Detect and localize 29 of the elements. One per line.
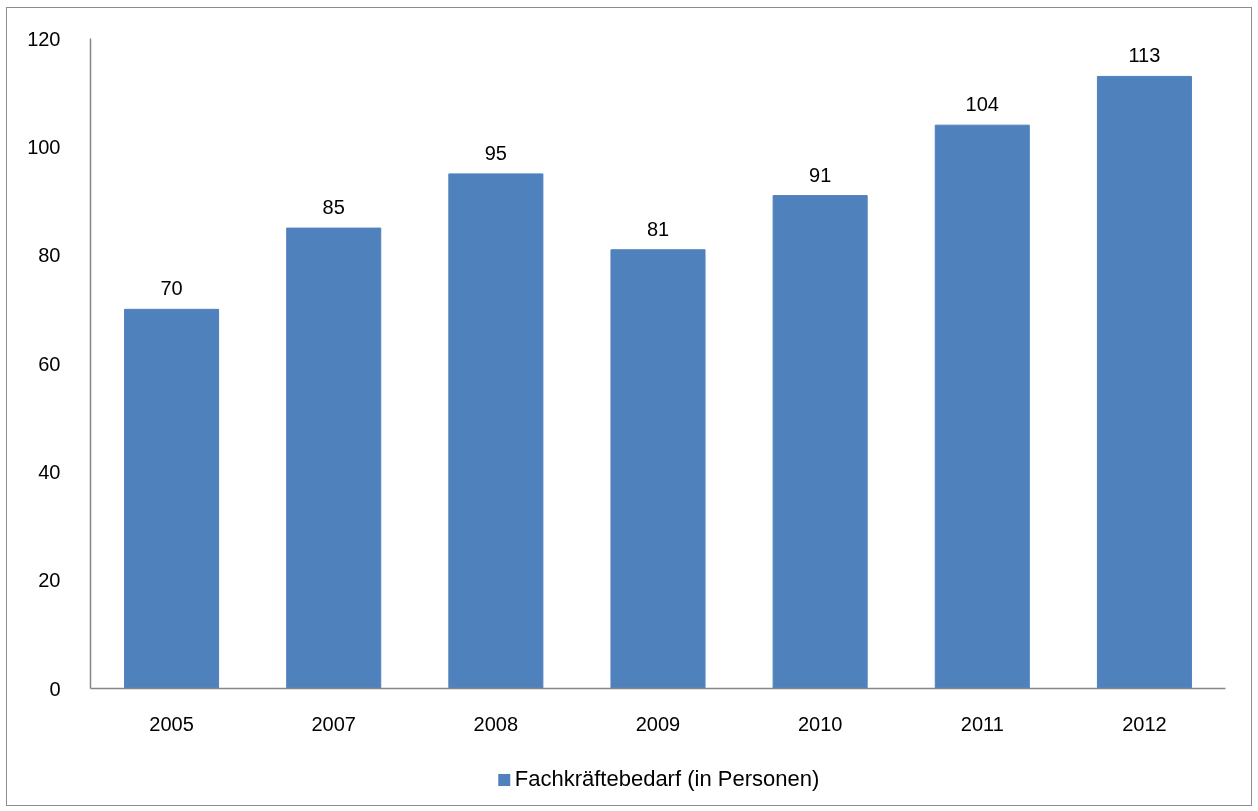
x-tick-label: 2010 — [797, 712, 843, 735]
y-tick-label: 100 — [27, 135, 61, 158]
data-label: 91 — [809, 163, 832, 186]
x-tick-label: 2011 — [960, 712, 1004, 735]
x-tick-label: 2005 — [149, 712, 194, 735]
bar — [772, 195, 868, 689]
data-label: 85 — [322, 196, 345, 219]
x-tick-label: 2012 — [1122, 712, 1167, 735]
y-tick-label: 60 — [38, 352, 61, 375]
bar — [286, 227, 382, 689]
legend-label: Fachkräftebedarf (in Personen) — [514, 766, 820, 792]
x-tick-label: 2008 — [473, 712, 519, 735]
bar — [124, 308, 220, 689]
data-label: 81 — [646, 217, 670, 240]
y-tick-label: 120 — [27, 27, 61, 50]
x-tick-label: 2007 — [311, 712, 356, 735]
x-tick-label: 2009 — [635, 712, 681, 735]
y-tick-label: 80 — [38, 244, 61, 267]
data-label: 104 — [965, 93, 999, 116]
bar — [1096, 75, 1192, 689]
data-label: 95 — [484, 141, 507, 164]
data-label: 70 — [160, 277, 183, 300]
y-tick-label: 40 — [38, 460, 61, 483]
bar — [610, 249, 706, 689]
bar — [448, 173, 544, 689]
y-tick-label: 0 — [49, 677, 61, 700]
bar — [934, 124, 1030, 689]
y-tick-label: 20 — [38, 569, 61, 592]
data-label: 113 — [1128, 44, 1161, 67]
